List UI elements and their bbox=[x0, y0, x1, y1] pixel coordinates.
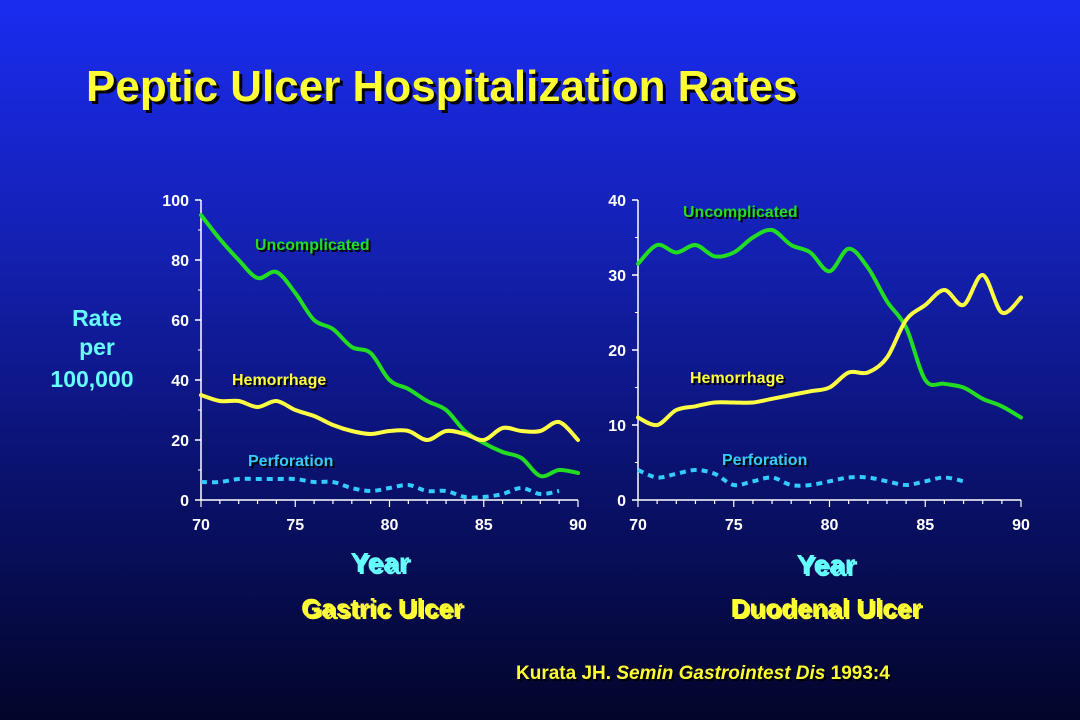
gastric-subtitle-shadow: Gastric Ulcer bbox=[303, 595, 465, 625]
duodenal-hemorrhage-label-shadow: Hemorrhage bbox=[692, 372, 786, 389]
duodenal-uncomplicated-label: Uncomplicated bbox=[683, 204, 798, 221]
duodenal-y-tick-label: 20 bbox=[608, 343, 626, 360]
duodenal-y-tick-label: 10 bbox=[608, 418, 626, 435]
duodenal-hemorrhage-label: Hemorrhage bbox=[690, 370, 784, 387]
duodenal-y-tick-label: 30 bbox=[608, 268, 626, 285]
duodenal-perforation-label: Perforation bbox=[722, 452, 807, 469]
gastric-hemorrhage-label-shadow: Hemorrhage bbox=[234, 374, 328, 391]
gastric-uncomplicated-label-shadow: Uncomplicated bbox=[257, 239, 372, 256]
duodenal-hemorrhage-line bbox=[636, 273, 1023, 428]
gastric-perforation-label-shadow: Perforation bbox=[250, 455, 335, 472]
duodenal-perforation-label-shadow: Perforation bbox=[724, 454, 809, 471]
citation-year: 1993:4 bbox=[825, 663, 890, 684]
gastric-uncomplicated-line bbox=[199, 213, 580, 479]
gastric-y-tick-label: 0 bbox=[180, 493, 189, 510]
citation: Kurata JH. Semin Gastrointest Dis 1993:4 bbox=[516, 663, 890, 685]
gastric-y-tick-label: 60 bbox=[171, 313, 189, 330]
slide-title: Peptic Ulcer Hospitalization Rates bbox=[86, 62, 798, 111]
gastric-perforation-label: Perforation bbox=[248, 453, 333, 470]
citation-author: Kurata JH. bbox=[516, 663, 617, 684]
y-label-line-1: Rate bbox=[72, 305, 122, 331]
gastric-x-axis-label: Year bbox=[350, 547, 409, 578]
duodenal-y-tick-label: 0 bbox=[617, 493, 626, 510]
duodenal-x-tick-label: 75 bbox=[725, 517, 743, 534]
gastric-uncomplicated-label: Uncomplicated bbox=[255, 237, 370, 254]
gastric-y-tick-label: 80 bbox=[171, 253, 189, 270]
y-label-line-2: per bbox=[79, 334, 115, 360]
duodenal-uncomplicated-label-shadow: Uncomplicated bbox=[685, 206, 800, 223]
gastric-hemorrhage-label: Hemorrhage bbox=[232, 372, 326, 389]
duodenal-x-tick-label: 90 bbox=[1012, 517, 1030, 534]
gastric-x-tick-label: 75 bbox=[286, 517, 304, 534]
duodenal-x-axis-label-shadow: Year bbox=[798, 551, 857, 582]
duodenal-subtitle-shadow: Duodenal Ulcer bbox=[733, 595, 924, 625]
gastric-subtitle: Gastric Ulcer bbox=[301, 593, 463, 623]
duodenal-x-tick-label: 85 bbox=[916, 517, 934, 534]
citation-journal: Semin Gastrointest Dis bbox=[616, 663, 826, 684]
gastric-x-tick-label: 80 bbox=[381, 517, 399, 534]
duodenal-perforation-line bbox=[637, 468, 964, 488]
duodenal-x-axis-label: Year bbox=[796, 549, 855, 580]
gastric-y-tick-label: 100 bbox=[162, 193, 189, 210]
gastric-y-tick-label: 20 bbox=[171, 433, 189, 450]
gastric-x-tick-label: 85 bbox=[475, 517, 493, 534]
duodenal-x-tick-label: 70 bbox=[629, 517, 647, 534]
gastric-x-axis-label-shadow: Year bbox=[352, 549, 411, 580]
y-label-line-3: 100,000 bbox=[50, 366, 133, 392]
gastric-perforation-line bbox=[200, 476, 560, 500]
duodenal-uncomplicated-line bbox=[636, 227, 1023, 420]
duodenal-x-tick-label: 80 bbox=[821, 517, 839, 534]
gastric-x-tick-label: 90 bbox=[569, 517, 587, 534]
duodenal-y-tick-label: 40 bbox=[608, 193, 626, 210]
shared-y-axis-label: Rate per 100,000 bbox=[50, 305, 133, 392]
gastric-hemorrhage-line bbox=[199, 393, 580, 443]
duodenal-subtitle: Duodenal Ulcer bbox=[731, 593, 922, 623]
gastric-y-tick-label: 40 bbox=[171, 373, 189, 390]
gastric-x-tick-label: 70 bbox=[192, 517, 210, 534]
